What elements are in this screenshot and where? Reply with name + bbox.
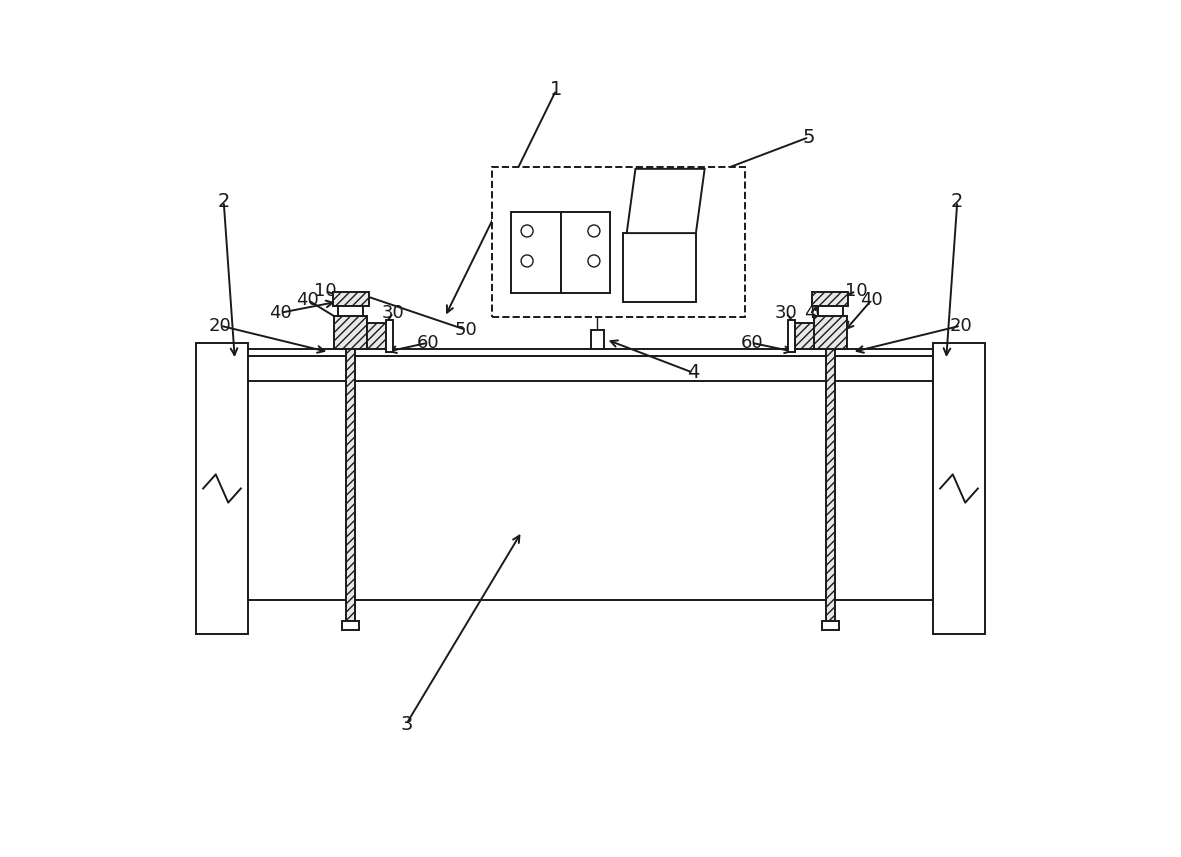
Text: 60: 60 [417, 333, 439, 352]
Bar [334, 316, 367, 349]
Bar [367, 323, 386, 349]
Bar [813, 292, 848, 306]
Bar [827, 349, 835, 621]
Bar [333, 292, 368, 306]
Text: 40: 40 [296, 291, 319, 309]
Bar [590, 330, 605, 349]
Text: 60: 60 [740, 333, 763, 352]
Bar [814, 316, 847, 349]
Bar [248, 377, 933, 600]
Bar [789, 320, 795, 352]
Bar [248, 349, 933, 356]
Text: 30: 30 [381, 303, 405, 322]
Bar [822, 621, 839, 630]
Text: 40: 40 [860, 291, 883, 309]
Polygon shape [627, 169, 705, 233]
Bar [248, 356, 933, 381]
Bar [795, 323, 814, 349]
Text: 3: 3 [400, 715, 412, 734]
Text: 20: 20 [950, 316, 972, 335]
Text: 2: 2 [217, 192, 230, 211]
Bar [492, 167, 745, 317]
Text: 10: 10 [313, 282, 337, 301]
Text: 4: 4 [687, 363, 699, 382]
Bar [561, 212, 611, 293]
Bar [624, 233, 696, 302]
Bar [817, 306, 843, 316]
Text: 40: 40 [269, 303, 292, 322]
Text: 50: 50 [455, 321, 477, 339]
Bar [338, 306, 364, 316]
Bar [386, 320, 392, 352]
Text: 20: 20 [209, 316, 231, 335]
Text: 2: 2 [951, 192, 964, 211]
Bar [342, 621, 359, 630]
Text: 40: 40 [803, 303, 827, 322]
Bar [346, 349, 354, 621]
Text: 30: 30 [775, 303, 797, 322]
Bar [196, 343, 248, 634]
Text: 1: 1 [550, 81, 562, 99]
Bar [933, 343, 985, 634]
Bar [511, 212, 561, 293]
Text: 5: 5 [803, 128, 815, 147]
Text: 10: 10 [844, 282, 868, 301]
